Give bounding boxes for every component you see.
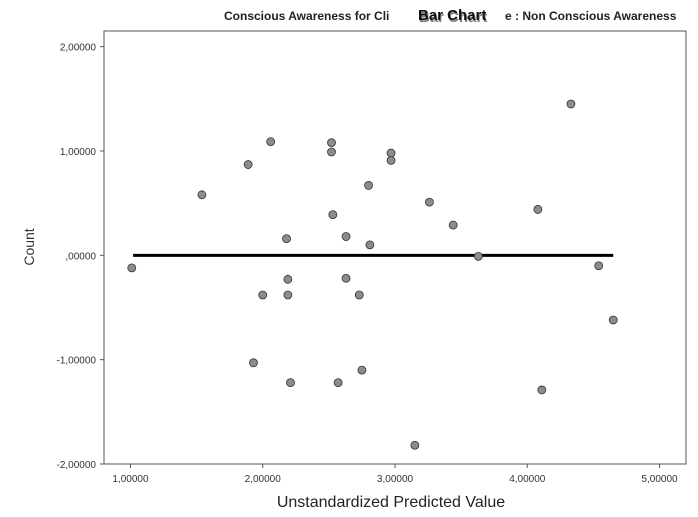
data-point: [249, 358, 258, 368]
y-axis-ticks: 2,00000 1,00000 ,00000 -1,00000 -2,00000: [57, 43, 104, 471]
y-tick-label: ,00000: [65, 251, 96, 262]
chart-title-overlay: Bar Chart: [418, 7, 486, 24]
data-points: [127, 99, 618, 450]
data-point: [127, 263, 137, 273]
y-tick-label: 1,00000: [60, 147, 97, 158]
data-point: [608, 315, 618, 325]
data-point: [283, 290, 293, 300]
y-tick-label: -1,00000: [57, 356, 97, 367]
data-point: [327, 147, 336, 157]
data-point: [364, 181, 373, 190]
data-point: [341, 232, 351, 241]
data-point: [286, 378, 295, 388]
x-axis-label: Unstandardized Predicted Value: [277, 494, 505, 511]
data-point: [537, 385, 547, 395]
data-point: [328, 210, 338, 220]
data-point: [282, 234, 291, 244]
x-tick-label: 1,00000: [112, 474, 149, 485]
data-point: [365, 240, 375, 250]
data-point: [266, 137, 276, 146]
data-point: [594, 261, 604, 271]
data-point: [566, 99, 576, 109]
data-point: [386, 148, 396, 158]
data-point: [533, 205, 543, 214]
data-point: [448, 220, 458, 230]
data-point: [283, 274, 293, 284]
data-point: [424, 197, 434, 207]
data-point: [333, 378, 343, 388]
data-point: [258, 290, 268, 300]
x-tick-label: 4,00000: [509, 474, 546, 485]
data-point: [410, 440, 420, 450]
y-tick-label: -2,00000: [57, 460, 97, 471]
x-tick-label: 2,00000: [245, 474, 282, 485]
data-point: [354, 290, 364, 300]
data-point: [386, 155, 396, 165]
x-axis-ticks: 1,00000 2,00000 3,00000 4,00000 5,00000: [112, 464, 678, 485]
data-point: [243, 160, 253, 169]
title-overlay-mask: [405, 6, 505, 26]
x-tick-label: 3,00000: [377, 474, 414, 485]
chart-title-overlay-shadow: Bar Chart: [419, 9, 487, 26]
data-point: [473, 251, 483, 261]
data-point: [197, 190, 207, 200]
data-point: [357, 365, 367, 375]
y-axis-label: Count: [21, 228, 37, 265]
chart-title: Conscious Awareness for Cli: [224, 9, 389, 23]
data-point: [327, 138, 336, 148]
data-point: [341, 273, 351, 283]
chart-title-tail: e : Non Conscious Awareness: [505, 9, 677, 23]
y-tick-label: 2,00000: [60, 43, 97, 54]
x-tick-label: 5,00000: [641, 474, 678, 485]
